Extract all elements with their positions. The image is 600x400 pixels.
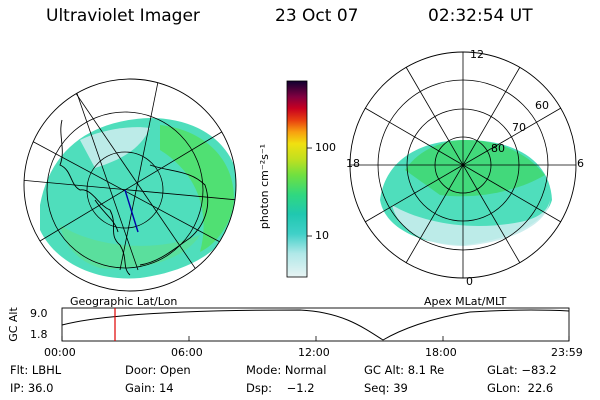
magnetic-map-border — [349, 51, 577, 279]
info-ip: IP: 36.0 — [10, 381, 54, 395]
altitude-curve — [61, 309, 570, 341]
info-glon: GLon: 22.6 — [487, 381, 554, 395]
mlt-label-12: 12 — [470, 48, 484, 61]
colorbar-tick-100: 100 — [315, 141, 336, 154]
altitude-xtick-1800: 18:00 — [425, 346, 457, 359]
mlt-label-0: 0 — [466, 275, 473, 288]
sun-direction-line — [124, 189, 139, 233]
altitude-xtick-0000: 00:00 — [44, 346, 76, 359]
geographic-caption: Geographic Lat/Lon — [70, 295, 178, 308]
magnetic-map — [350, 52, 576, 278]
info-mode: Mode: Normal — [246, 363, 327, 377]
colorbar — [286, 80, 308, 278]
info-filter: Flt: LBHL — [10, 363, 62, 377]
colorbar-unit-label: photon cm⁻²s⁻¹ — [258, 143, 272, 230]
altitude-xtick-2359: 23:59 — [551, 346, 583, 359]
info-glat: GLat: −83.2 — [487, 363, 557, 377]
info-dsp: Dsp: −1.2 — [246, 381, 315, 395]
colorbar-ticks — [307, 147, 312, 237]
altitude-xtick-1200: 12:00 — [298, 346, 330, 359]
magnetic-caption: Apex MLat/MLT — [424, 295, 507, 308]
info-door: Door: Open — [125, 363, 191, 377]
info-gc-alt: GC Alt: 8.1 Re — [364, 363, 445, 377]
altitude-ytick-1.8: 1.8 — [30, 328, 48, 341]
mlat-mlt-grid — [350, 52, 576, 278]
altitude-ylabel: GC Alt — [6, 307, 20, 342]
mlat-label-80: 80 — [491, 142, 505, 155]
mlt-label-6: 6 — [577, 157, 584, 170]
info-gain: Gain: 14 — [125, 381, 174, 395]
mlat-label-60: 60 — [535, 99, 549, 112]
aurora-oval-magnetic — [380, 140, 552, 246]
mlat-label-70: 70 — [512, 121, 526, 134]
colorbar-tick-10: 10 — [315, 229, 329, 242]
instrument-title: Ultraviolet Imager — [46, 6, 200, 26]
time-label: 02:32:54 UT — [428, 6, 533, 26]
altitude-ytick-9: 9.0 — [30, 307, 48, 320]
geographic-map-border — [23, 78, 237, 292]
altitude-plot-frame — [61, 307, 570, 342]
altitude-xticks — [61, 336, 570, 341]
date-label: 23 Oct 07 — [275, 6, 359, 26]
info-seq: Seq: 39 — [364, 381, 408, 395]
altitude-xtick-0600: 06:00 — [171, 346, 203, 359]
mlt-label-18: 18 — [346, 157, 360, 170]
geographic-map — [24, 79, 236, 291]
